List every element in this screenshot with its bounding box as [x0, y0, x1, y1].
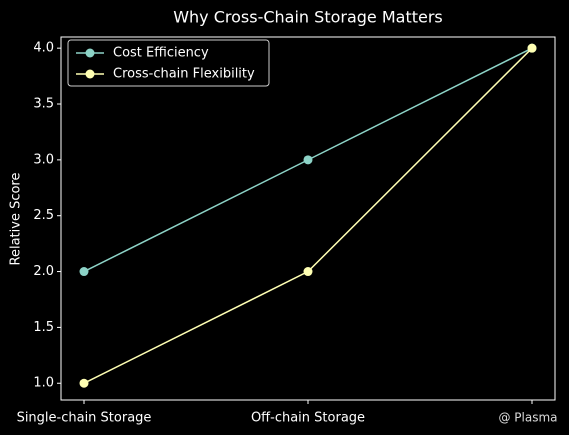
watermark: @ Plasma	[498, 411, 557, 425]
x-tick-label: Single-chain Storage	[17, 411, 152, 426]
x-tick-label: Off-chain Storage	[251, 411, 365, 426]
legend-marker	[85, 69, 95, 79]
data-point	[79, 267, 89, 277]
data-point	[303, 267, 313, 277]
y-tick-label: 3.0	[33, 152, 54, 167]
legend-label: Cross-chain Flexibility	[113, 67, 255, 82]
y-axis-label: Relative Score	[9, 173, 24, 266]
data-point	[79, 378, 89, 388]
y-tick-label: 1.0	[33, 376, 54, 391]
y-tick-label: 4.0	[33, 41, 54, 56]
legend-label: Cost Efficiency	[113, 46, 209, 61]
legend-box	[67, 39, 270, 87]
y-tick-label: 2.5	[33, 208, 54, 223]
data-point	[303, 155, 313, 165]
legend-marker	[85, 48, 95, 58]
y-tick-label: 3.5	[33, 97, 54, 112]
y-tick-label: 1.5	[33, 320, 54, 335]
data-point	[527, 43, 537, 53]
chart-title: Why Cross-Chain Storage Matters	[173, 8, 443, 27]
y-tick-label: 2.0	[33, 264, 54, 279]
